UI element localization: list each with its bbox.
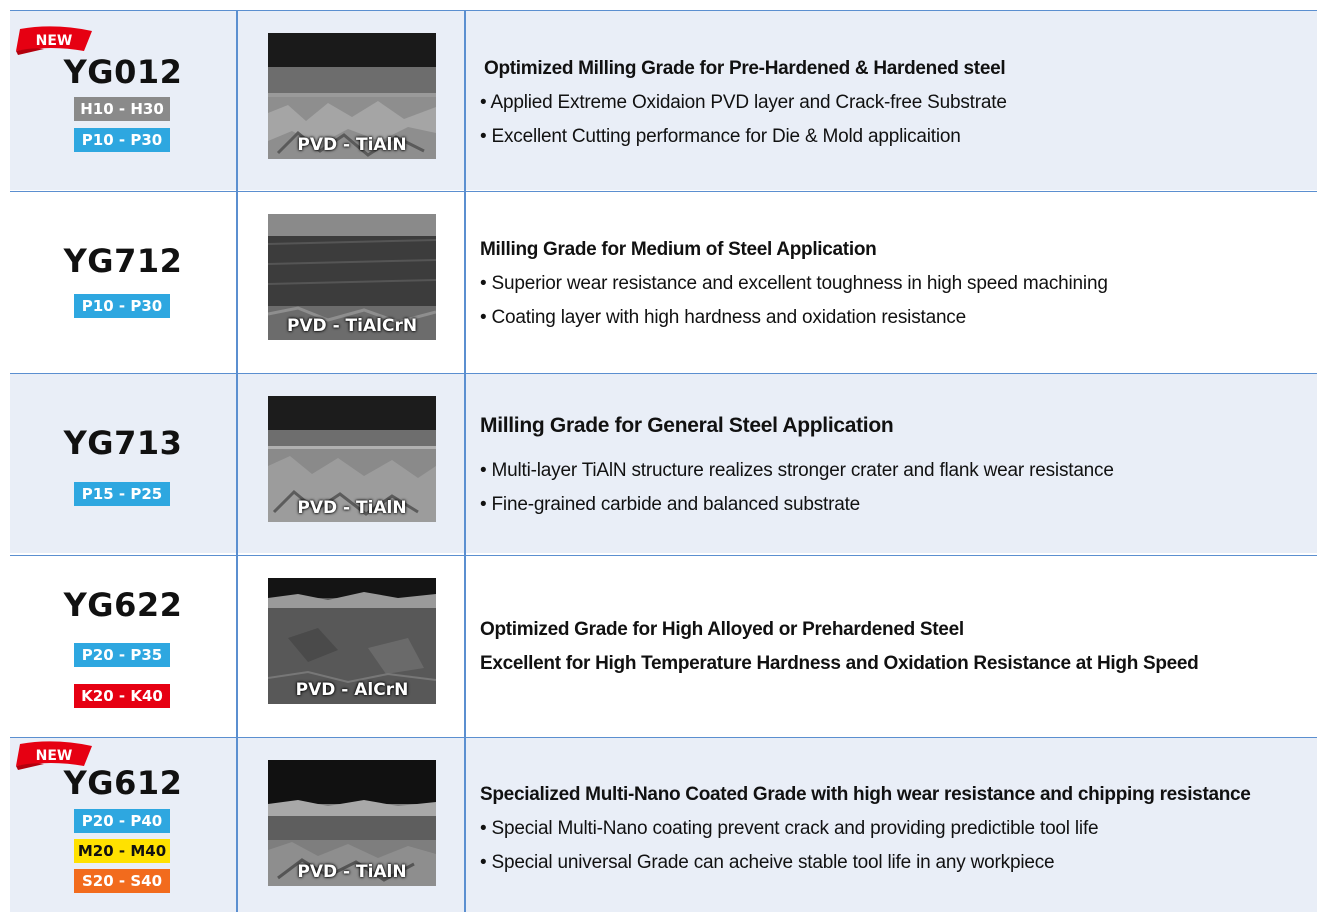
- description-line: • Special Multi-Nano coating prevent cra…: [480, 818, 1099, 839]
- range-badge: P10 - P30: [74, 128, 170, 152]
- table-row: YG713 P15 - P25 PVD - TiAlN Milling Grad…: [10, 373, 1317, 553]
- description-cell: Specialized Multi-Nano Coated Grade with…: [466, 738, 1317, 912]
- coating-image-cell: PVD - TiAlCrN: [238, 192, 464, 371]
- grade-table: NEW YG012 H10 - H30 P10 - P30 PVD - TiAl…: [10, 10, 1317, 912]
- grade-cell: NEW YG012 H10 - H30 P10 - P30: [10, 11, 236, 190]
- description-line: • Superior wear resistance and excellent…: [480, 273, 1108, 294]
- description-cell: Optimized Milling Grade for Pre-Hardened…: [466, 11, 1317, 190]
- grade-name: YG712: [63, 242, 183, 280]
- description-title: Specialized Multi-Nano Coated Grade with…: [480, 784, 1251, 805]
- sem-micrograph: PVD - TiAlCrN: [268, 214, 436, 340]
- coating-image-cell: PVD - TiAlN: [238, 374, 464, 553]
- coating-label: PVD - TiAlN: [297, 498, 407, 518]
- table-row: NEW YG012 H10 - H30 P10 - P30 PVD - TiAl…: [10, 10, 1317, 190]
- coating-label: PVD - TiAlCrN: [286, 316, 418, 336]
- grade-cell: YG622 P20 - P35 K20 - K40: [10, 556, 236, 735]
- description-line: • Applied Extreme Oxidaion PVD layer and…: [480, 92, 1007, 113]
- coating-label: PVD - TiAlN: [297, 862, 407, 882]
- grade-cell: YG713 P15 - P25: [10, 374, 236, 553]
- grade-name: YG612: [63, 764, 183, 802]
- table-row: YG712 P10 - P30 PVD - TiAlCrN Milling Gr…: [10, 191, 1317, 371]
- description-line: • Multi-layer TiAlN structure realizes s…: [480, 460, 1114, 481]
- grade-name: YG012: [63, 53, 183, 91]
- sem-micrograph: PVD - AlCrN: [268, 578, 436, 704]
- description-line: • Excellent Cutting performance for Die …: [480, 126, 961, 147]
- coating-image-cell: PVD - AlCrN: [238, 556, 464, 735]
- range-badge: H10 - H30: [74, 97, 170, 121]
- description-cell: Milling Grade for Medium of Steel Applic…: [466, 192, 1317, 371]
- range-badge: P15 - P25: [74, 482, 170, 506]
- sem-micrograph: PVD - TiAlN: [268, 33, 436, 159]
- new-badge-icon: NEW: [16, 26, 92, 55]
- grade-name: YG713: [63, 424, 183, 462]
- new-badge-icon: NEW: [16, 741, 92, 770]
- sem-micrograph: PVD - TiAlN: [268, 396, 436, 522]
- new-tag-label: NEW: [36, 33, 73, 49]
- range-badge: K20 - K40: [74, 684, 170, 708]
- range-badge: S20 - S40: [74, 869, 170, 893]
- table-row: YG622 P20 - P35 K20 - K40 PVD - AlCrN Op…: [10, 555, 1317, 735]
- description-title: Milling Grade for Medium of Steel Applic…: [480, 239, 877, 260]
- range-badge: P20 - P35: [74, 643, 170, 667]
- new-tag-label: NEW: [36, 748, 73, 764]
- description-title: Optimized Grade for High Alloyed or Preh…: [480, 619, 964, 640]
- description-line: • Coating layer with high hardness and o…: [480, 307, 966, 328]
- sem-micrograph: PVD - TiAlN: [268, 760, 436, 886]
- range-badge: P10 - P30: [74, 294, 170, 318]
- coating-label: PVD - AlCrN: [295, 680, 409, 700]
- description-title: Optimized Milling Grade for Pre-Hardened…: [484, 58, 1006, 79]
- column-divider: [464, 10, 466, 912]
- coating-label: PVD - TiAlN: [297, 135, 407, 155]
- column-divider: [236, 10, 238, 912]
- range-badge: P20 - P40: [74, 809, 170, 833]
- range-badge: M20 - M40: [74, 839, 170, 863]
- description-cell: Milling Grade for General Steel Applicat…: [466, 374, 1317, 553]
- grade-cell: YG712 P10 - P30: [10, 192, 236, 371]
- grade-name: YG622: [63, 586, 183, 624]
- description-line: • Fine-grained carbide and balanced subs…: [480, 494, 861, 515]
- coating-image-cell: PVD - TiAlN: [238, 738, 464, 912]
- grade-cell: NEW YG612 P20 - P40 M20 - M40 S20 - S40: [10, 738, 236, 912]
- table-row: NEW YG612 P20 - P40 M20 - M40 S20 - S40 …: [10, 737, 1317, 912]
- coating-image-cell: PVD - TiAlN: [238, 11, 464, 190]
- description-cell: Optimized Grade for High Alloyed or Preh…: [466, 556, 1317, 735]
- description-line: • Special universal Grade can acheive st…: [480, 852, 1055, 873]
- description-title: Milling Grade for General Steel Applicat…: [480, 414, 894, 437]
- description-line: Excellent for High Temperature Hardness …: [480, 653, 1199, 674]
